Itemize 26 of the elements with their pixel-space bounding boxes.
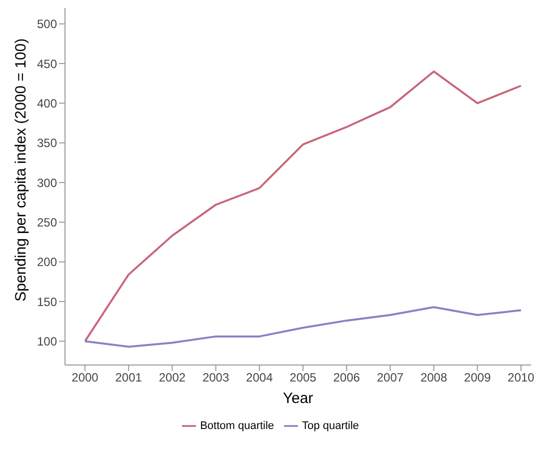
y-tick-label: 100 [36, 334, 58, 348]
y-tick-label: 200 [36, 255, 58, 270]
y-tick-label: 150 [36, 294, 58, 309]
line-series [84, 306, 522, 348]
x-tick-label: 2006 [333, 370, 360, 385]
line-series [84, 70, 522, 342]
y-tick-label: 500 [36, 17, 58, 32]
x-tick-label: 2004 [246, 370, 274, 385]
x-tick-label: 2001 [115, 370, 142, 385]
y-tick-label: 450 [36, 56, 58, 71]
x-tick-label: 2002 [158, 370, 186, 385]
legend-label: Bottom quartile [200, 420, 274, 432]
x-tick-label: 2003 [202, 370, 230, 385]
y-tick-label: 400 [36, 96, 58, 110]
x-tick-label: 2009 [464, 370, 492, 385]
legend-label: Top quartile [302, 420, 359, 432]
y-tick-label: 350 [36, 136, 58, 150]
y-axis-title: Spending per capita index (2000 = 100) [12, 38, 30, 302]
y-tick-label: 250 [36, 215, 58, 230]
x-tick-label: 2010 [508, 370, 535, 385]
x-tick-label: 2007 [376, 370, 404, 385]
x-tick-label: 2008 [420, 370, 448, 385]
x-tick-label: 2005 [290, 370, 317, 385]
x-axis-title: Year [282, 390, 314, 407]
y-tick-label: 300 [36, 176, 58, 190]
x-tick-label: 2000 [72, 370, 99, 385]
